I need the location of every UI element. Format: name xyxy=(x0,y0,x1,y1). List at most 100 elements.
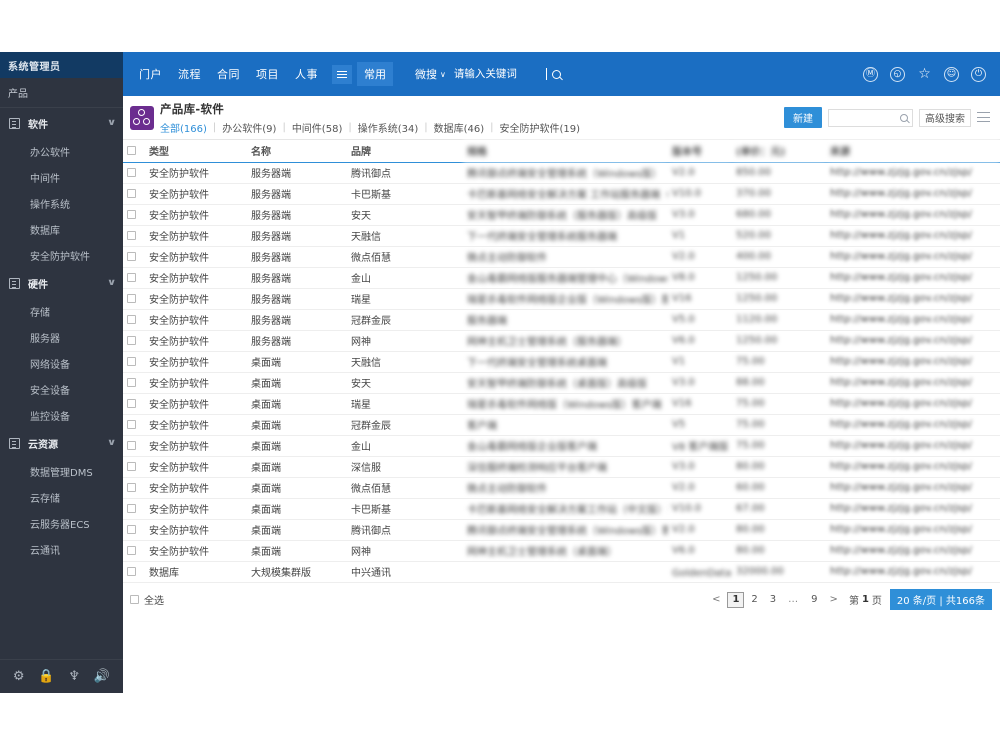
page-jump[interactable]: 第 1 页 xyxy=(849,592,882,607)
sidebar-group-hardware[interactable]: 硬件 ∨ xyxy=(0,268,123,298)
row-select-cell[interactable] xyxy=(123,477,145,499)
sidebar-item-cloud-comm[interactable]: 云通讯 xyxy=(30,545,60,557)
row-select-cell[interactable] xyxy=(123,288,145,310)
tab-all[interactable]: 全部(166) xyxy=(160,123,207,135)
row-checkbox[interactable] xyxy=(127,251,136,261)
new-button[interactable]: 新建 xyxy=(784,107,822,128)
list-view-icon[interactable] xyxy=(977,112,990,123)
header-select-all[interactable] xyxy=(123,140,145,163)
row-select-cell[interactable] xyxy=(123,330,145,352)
table-row[interactable]: 安全防护软件桌面端腾讯御点腾讯御点终端安全管理系统（Windows版）客户端V2… xyxy=(123,519,1000,541)
search-field[interactable] xyxy=(453,65,561,83)
page-prev-button[interactable]: < xyxy=(712,594,721,605)
sidebar-item-network-device[interactable]: 网络设备 xyxy=(30,359,70,371)
row-select-cell[interactable] xyxy=(123,183,145,205)
table-row[interactable]: 安全防护软件 服务器端 腾讯御点 腾讯御点终端安全管理系统（Windows版） V2.0… xyxy=(123,162,1000,184)
table-row[interactable]: 安全防护软件 服务器端 网神 网神主机卫士管理系统（服务器端） V6.0 1250.00 h… xyxy=(123,330,1000,352)
table-row[interactable]: 安全防护软件服务器端金山金山毒霸网络版服务器端管理中心（Windows版）服务器… xyxy=(123,267,1000,289)
row-select-cell[interactable] xyxy=(123,162,145,184)
mail-icon[interactable]: Ⓜ xyxy=(863,66,878,82)
row-select-cell[interactable] xyxy=(123,498,145,520)
frequent-button[interactable]: 常用 xyxy=(357,62,393,86)
sidebar-item-security-device[interactable]: 安全设备 xyxy=(30,385,70,397)
row-checkbox[interactable] xyxy=(127,566,136,576)
theme-icon[interactable]: ♆ xyxy=(68,669,81,684)
row-select-cell[interactable] xyxy=(123,456,145,478)
sound-icon[interactable]: 🔊 xyxy=(93,669,111,684)
table-search-box[interactable] xyxy=(828,108,913,127)
row-checkbox[interactable] xyxy=(127,356,136,366)
tab-operating-system[interactable]: 操作系统(34) xyxy=(357,123,419,135)
row-select-cell[interactable] xyxy=(123,246,145,268)
table-row[interactable]: 安全防护软件 服务器端 天融信 下一代终端安全管理系统服务器端 V1 520.00 http… xyxy=(123,225,1000,247)
table-row[interactable]: 安全防护软件 桌面端 金山 金山毒霸网络版企业版客户端 V8 客户端版 75.00 http… xyxy=(123,435,1000,457)
header-source[interactable]: 来源 xyxy=(826,140,1000,163)
row-checkbox[interactable] xyxy=(127,503,136,513)
sidebar-group-software[interactable]: 软件 ∨ xyxy=(0,108,123,138)
sidebar-item-storage[interactable]: 存储 xyxy=(30,307,50,319)
row-checkbox[interactable] xyxy=(127,377,136,387)
sidebar-item-dms[interactable]: 数据管理DMS xyxy=(30,467,93,479)
row-checkbox[interactable] xyxy=(127,482,136,492)
table-row[interactable]: 安全防护软件 服务器端 安天 安天智甲终端防御系统（服务器版）高级版 V3.0 680.0… xyxy=(123,204,1000,226)
row-checkbox[interactable] xyxy=(127,398,136,408)
table-row[interactable]: 安全防护软件 桌面端 网神 网神主机卫士管理系统（桌面端） V6.0 80.00 http:… xyxy=(123,540,1000,562)
row-select-cell[interactable] xyxy=(123,519,145,541)
row-select-cell[interactable] xyxy=(123,414,145,436)
sidebar-item-monitor-device[interactable]: 监控设备 xyxy=(30,411,70,423)
row-select-cell[interactable] xyxy=(123,309,145,331)
sidebar-item-security-software[interactable]: 安全防护软件 xyxy=(30,251,90,263)
row-checkbox[interactable] xyxy=(127,314,136,324)
nav-portal[interactable]: 门户 xyxy=(139,68,162,81)
profile-icon[interactable]: ☺ xyxy=(944,66,959,82)
table-row[interactable]: 安全防护软件 桌面端 天融信 下一代终端安全管理系统桌面端 V1 75.00 http://… xyxy=(123,351,1000,373)
row-select-cell[interactable] xyxy=(123,540,145,562)
row-checkbox[interactable] xyxy=(127,209,136,219)
select-all-checkbox-footer[interactable] xyxy=(130,595,139,604)
tab-database[interactable]: 数据库(46) xyxy=(433,123,485,135)
table-row[interactable]: 安全防护软件 服务器端 微点佰慧 微点主动防御软件 V2.0 400.00 http://w… xyxy=(123,246,1000,268)
search-icon[interactable] xyxy=(551,69,561,79)
lock-icon[interactable]: 🔒 xyxy=(38,669,55,684)
sidebar-item-ecs[interactable]: 云服务器ECS xyxy=(30,519,90,531)
sidebar-item-database[interactable]: 数据库 xyxy=(30,225,60,237)
page-next-button[interactable]: > xyxy=(829,594,838,605)
tab-office-software[interactable]: 办公软件(9) xyxy=(222,123,277,135)
hamburger-icon[interactable] xyxy=(332,64,352,84)
row-select-cell[interactable] xyxy=(123,372,145,394)
table-row[interactable]: 安全防护软件 桌面端 瑞星 瑞星杀毒软件网络版（Windows版）客户端 V16 75.0… xyxy=(123,393,1000,415)
row-checkbox[interactable] xyxy=(127,167,136,177)
power-icon[interactable]: ⏻ xyxy=(971,66,986,82)
header-version[interactable]: 版本号 xyxy=(668,140,732,163)
row-select-cell[interactable] xyxy=(123,225,145,247)
page-3-button[interactable]: 3 xyxy=(769,594,777,605)
row-select-cell[interactable] xyxy=(123,204,145,226)
search-input[interactable] xyxy=(453,65,546,83)
row-select-cell[interactable] xyxy=(123,435,145,457)
sidebar-item-cloud-storage[interactable]: 云存储 xyxy=(30,493,60,505)
page-size-total-badge[interactable]: 20 条/页 | 共166条 xyxy=(889,589,992,610)
search-icon[interactable] xyxy=(900,113,908,122)
table-row[interactable]: 安全防护软件服务器端瑞星瑞星杀毒软件网络版企业版（Windows版）服务器端V1… xyxy=(123,288,1000,310)
row-checkbox[interactable] xyxy=(127,545,136,555)
header-type[interactable]: 类型 xyxy=(145,140,247,163)
nav-workflow[interactable]: 流程 xyxy=(178,68,201,81)
row-select-cell[interactable] xyxy=(123,351,145,373)
nav-project[interactable]: 项目 xyxy=(256,68,279,81)
table-row[interactable]: 安全防护软件 桌面端 安天 安天智甲终端防御系统（桌面版）高级版 V3.0 88.00 ht… xyxy=(123,372,1000,394)
header-brand[interactable]: 品牌 xyxy=(347,140,463,163)
row-checkbox[interactable] xyxy=(127,272,136,282)
header-price[interactable]: (单价：元) xyxy=(732,140,826,163)
sidebar-item-server[interactable]: 服务器 xyxy=(30,333,60,345)
table-row[interactable]: 安全防护软件 服务器端 冠群金辰 服务器端 V5.0 1120.00 http://www.… xyxy=(123,309,1000,331)
row-checkbox[interactable] xyxy=(127,524,136,534)
row-checkbox[interactable] xyxy=(127,293,136,303)
row-checkbox[interactable] xyxy=(127,230,136,240)
sidebar-item-office-software[interactable]: 办公软件 xyxy=(30,147,70,159)
message-icon[interactable]: ◵ xyxy=(890,66,905,82)
page-9-button[interactable]: 9 xyxy=(811,594,818,605)
sidebar-item-middleware[interactable]: 中间件 xyxy=(30,173,60,185)
table-row[interactable]: 安全防护软件 桌面端 冠群金辰 客户端 V5 75.00 http://www.zjzjg.… xyxy=(123,414,1000,436)
